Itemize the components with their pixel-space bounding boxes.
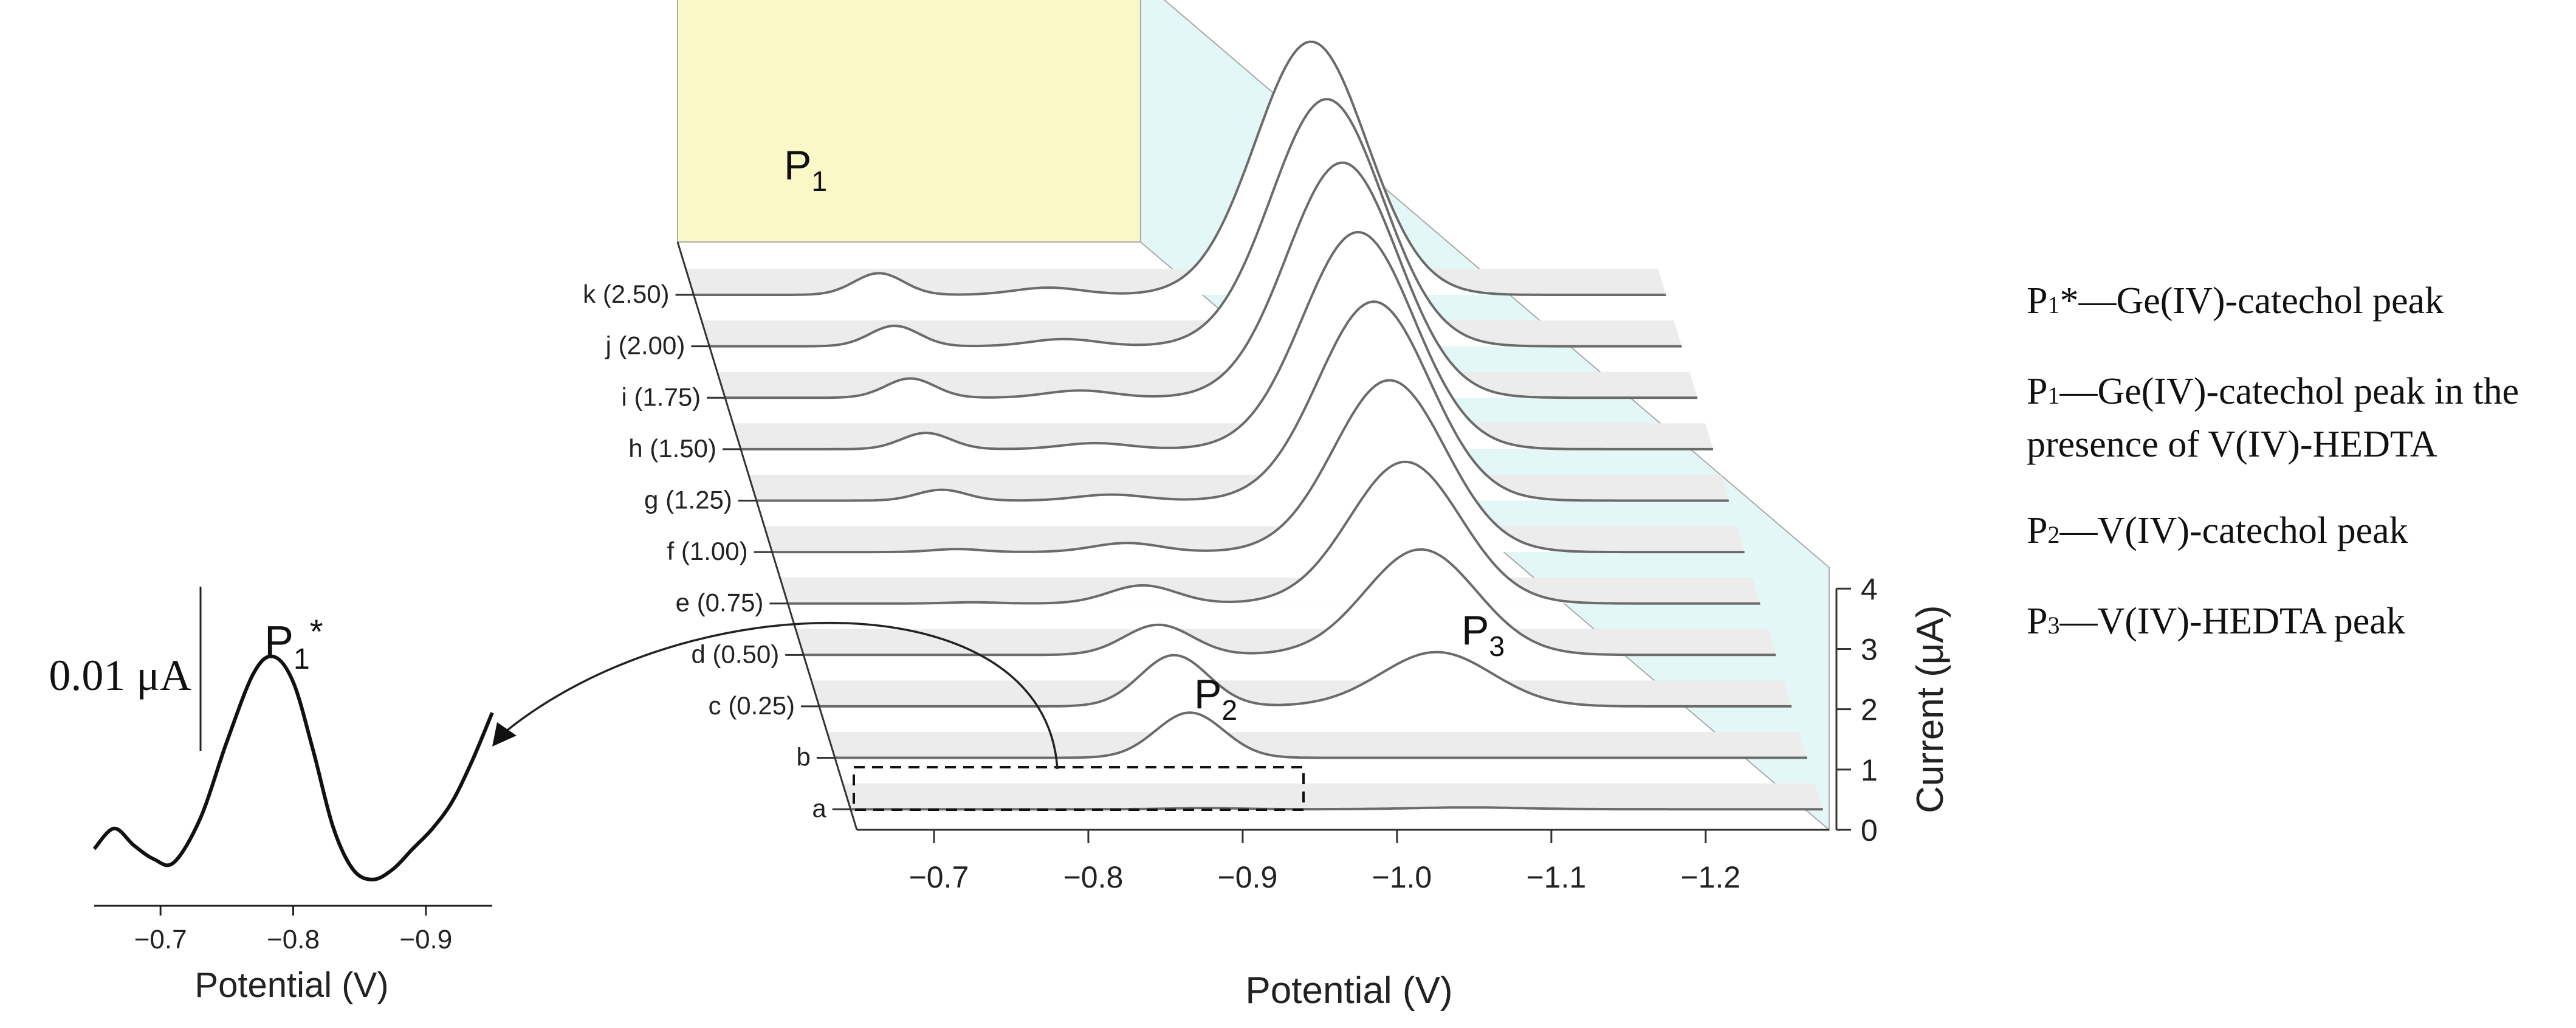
series-label-e: e (0.75) — [676, 588, 764, 617]
x-tick-label: −0.9 — [1218, 860, 1278, 894]
x-axis-title: Potential (V) — [1245, 970, 1452, 1012]
current-tick-label: 0 — [1861, 813, 1878, 847]
series-label-f: f (1.00) — [667, 537, 748, 565]
series-label-c: c (0.25) — [709, 691, 795, 720]
series-line-k — [693, 40, 1666, 296]
series-label-b: b — [797, 743, 811, 771]
series-label-j: j (2.00) — [605, 331, 685, 360]
inset-x-tick-label: −0.7 — [134, 925, 187, 954]
peak-legend: P1*—Ge(IV)-catechol peak P1—Ge(IV)-catec… — [2027, 277, 2574, 688]
series-line-a — [850, 806, 1823, 811]
legend-item-p1-star: P1*—Ge(IV)-catechol peak — [2027, 280, 2444, 322]
peak-label-p1: P1 — [784, 142, 827, 197]
waterfall-chart: k (2.50) j (2.00) i (1.75) h (1.50) g (1.25)… — [583, 0, 1951, 1012]
inset-peak-label: P1* — [264, 612, 323, 675]
peak-label-p2: P2 — [1194, 671, 1237, 726]
inset-x-tick-label: −0.9 — [399, 925, 452, 954]
series-line-h — [741, 230, 1713, 450]
series-line-i — [725, 161, 1698, 399]
current-tick-label: 4 — [1861, 572, 1878, 606]
inset-x-axis-title: Potential (V) — [194, 965, 388, 1005]
series-label-d: d (0.50) — [691, 640, 779, 668]
zoom-box — [853, 766, 1305, 811]
x-tick-label: −1.2 — [1680, 860, 1740, 894]
depth-axis — [676, 241, 858, 830]
x-tick-label: −0.7 — [909, 860, 969, 894]
floor-stripe — [826, 731, 1807, 758]
series-line-f — [772, 379, 1745, 554]
x-tick-label: −1.1 — [1526, 860, 1586, 894]
current-axis-title: Current (μA) — [1909, 605, 1951, 813]
inset-series-line — [92, 654, 494, 881]
series-line-g — [756, 300, 1729, 502]
zoom-arrow-curve — [503, 621, 1059, 770]
zoom-arrow-head — [492, 722, 517, 747]
series-label-k: k (2.50) — [583, 280, 669, 308]
legend-item-p1: P1—Ge(IV)-catechol peak in the presence … — [2027, 371, 2519, 465]
peak-label-p3: P3 — [1461, 607, 1505, 662]
inset-chart: −0.7 −0.8 −0.9 Potential (V) 0.01 μA P1* — [49, 587, 494, 1005]
series-label-h: h (1.50) — [628, 434, 716, 463]
legend-item-p2: P2—V(IV)-catechol peak — [2027, 510, 2408, 551]
current-tick-label: 1 — [1861, 753, 1878, 787]
x-tick-label: −1.0 — [1372, 860, 1432, 894]
current-tick-label: 2 — [1861, 693, 1878, 727]
series-label-a: a — [812, 794, 826, 823]
series-line-e — [788, 460, 1760, 605]
current-tick-label: 3 — [1861, 632, 1878, 666]
series-label-i: i (1.75) — [621, 382, 701, 411]
back-wall — [677, 0, 1141, 243]
inset-x-tick-label: −0.8 — [267, 925, 320, 954]
zoom-arrow — [492, 621, 1059, 770]
series-line-d — [803, 548, 1776, 657]
legend-item-p3: P3—V(IV)-HEDTA peak — [2027, 601, 2405, 642]
series-label-g: g (1.25) — [644, 485, 732, 514]
scale-bar-label: 0.01 μA — [49, 651, 191, 700]
series-line-c — [819, 650, 1792, 708]
x-tick-label: −0.8 — [1063, 860, 1124, 894]
floor-stripe — [842, 783, 1823, 810]
series-line-b — [834, 711, 1807, 759]
series-line-j — [709, 98, 1682, 348]
